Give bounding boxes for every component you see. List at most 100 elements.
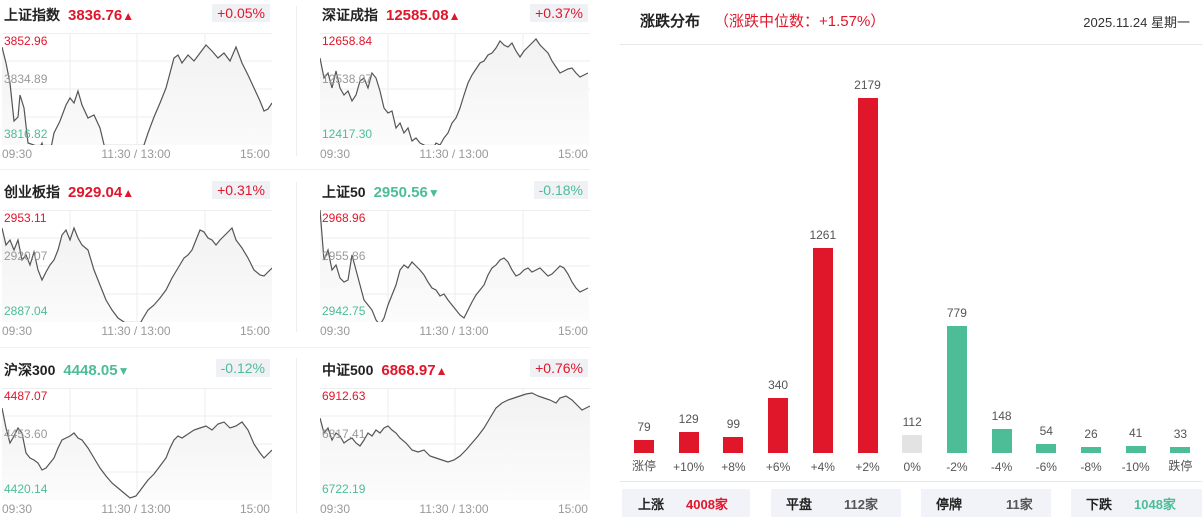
bar-category: -4%	[990, 460, 1013, 474]
index-card[interactable]: 创业板指 2929.04▲ +0.31% 2953.11 2920.07 288…	[0, 177, 272, 345]
bar-value: 33	[1173, 427, 1188, 441]
index-card[interactable]: 中证500 6868.97▲ +0.76% 6912.63 6817.41 67…	[318, 355, 590, 523]
bar-category: +10%	[673, 460, 705, 474]
arrow-down-icon: ▼	[427, 185, 440, 200]
y-low-label: 3816.82	[4, 127, 48, 141]
distribution-bar[interactable]: 41 -10%	[1114, 50, 1158, 478]
bar-rect	[634, 440, 654, 453]
index-card[interactable]: 上证指数 3836.76▲ +0.05% 3852.96 3834.89 381…	[0, 0, 272, 168]
time-axis: 09:30 11:30 / 13:00 15:00	[320, 502, 588, 516]
index-change-badge: -0.12%	[215, 359, 270, 377]
index-card[interactable]: 沪深300 4448.05▼ -0.12% 4487.07 4453.60 44…	[0, 355, 272, 523]
index-name: 创业板指	[4, 184, 60, 200]
bar-rect	[946, 326, 967, 453]
intraday-chart: 12658.84 12538.07 12417.30	[320, 33, 590, 145]
bar-rect	[1125, 446, 1146, 453]
distribution-bar[interactable]: 26 -8%	[1069, 50, 1113, 478]
bar-value: 148	[991, 409, 1012, 423]
index-change-badge: +0.05%	[212, 4, 270, 22]
bar-category: -8%	[1080, 460, 1102, 474]
bar-rect	[1036, 444, 1057, 453]
distribution-bar[interactable]: 79 涨停	[622, 50, 666, 478]
arrow-down-icon: ▼	[117, 363, 130, 378]
time-end: 15:00	[557, 502, 588, 516]
summary-up-label: 上涨	[638, 496, 665, 512]
index-header: 创业板指 2929.04▲ +0.31%	[4, 181, 272, 202]
y-high-label: 2968.96	[322, 211, 366, 225]
distribution-bar[interactable]: 99 +8%	[711, 50, 755, 478]
time-end: 15:00	[239, 502, 270, 516]
time-mid: 11:30 / 13:00	[101, 147, 171, 161]
distribution-bar[interactable]: 148 -4%	[980, 50, 1024, 478]
index-card[interactable]: 深证成指 12585.08▲ +0.37% 12658.84 12538.07 …	[318, 0, 590, 168]
bar-value: 779	[946, 306, 967, 320]
divider	[0, 169, 590, 170]
distribution-bar[interactable]: 33 跌停	[1158, 50, 1202, 478]
time-end: 15:00	[239, 324, 270, 338]
y-mid-label: 6817.41	[322, 427, 366, 441]
time-axis: 09:30 11:30 / 13:00 15:00	[320, 147, 588, 161]
index-value: 4448.05▼	[63, 361, 130, 379]
index-name: 中证500	[322, 362, 374, 378]
y-low-label: 4420.14	[4, 482, 48, 496]
distribution-bar[interactable]: 129 +10%	[667, 50, 711, 478]
index-name: 上证指数	[4, 7, 60, 23]
arrow-up-icon: ▲	[435, 363, 448, 378]
bar-value: 79	[637, 420, 651, 434]
time-axis: 09:30 11:30 / 13:00 15:00	[2, 324, 270, 338]
summary-halt-label: 停牌	[936, 496, 963, 512]
bar-rect	[768, 398, 789, 453]
time-start: 09:30	[320, 147, 351, 161]
time-start: 09:30	[2, 502, 33, 516]
index-value: 6868.97▲	[381, 361, 448, 379]
index-name: 上证50	[322, 184, 366, 200]
time-axis: 09:30 11:30 / 13:00 15:00	[2, 502, 270, 516]
bar-rect	[857, 98, 878, 453]
time-end: 15:00	[557, 147, 588, 161]
bar-category: +4%	[810, 460, 835, 474]
summary-flat: 平盘 112家	[771, 489, 901, 517]
index-change-badge: +0.76%	[530, 359, 588, 377]
index-value: 2950.56▼	[373, 183, 440, 201]
distribution-bar[interactable]: 54 -6%	[1024, 50, 1068, 478]
y-low-label: 2887.04	[4, 304, 48, 318]
distribution-bar[interactable]: 1261 +4%	[801, 50, 845, 478]
arrow-up-icon: ▲	[122, 185, 135, 200]
bar-rect	[1081, 447, 1101, 453]
index-card[interactable]: 上证50 2950.56▼ -0.18% 2968.96 2955.86 294…	[318, 177, 590, 345]
bar-value: 26	[1084, 427, 1098, 441]
y-high-label: 4487.07	[4, 389, 48, 403]
divider	[296, 182, 297, 332]
summary-flat-label: 平盘	[786, 496, 813, 512]
summary-halt-value: 11家	[1006, 496, 1033, 512]
time-start: 09:30	[320, 502, 351, 516]
divider	[296, 358, 297, 513]
bar-value: 1261	[809, 228, 837, 242]
bar-rect	[902, 435, 923, 453]
distribution-bar[interactable]: 340 +6%	[756, 50, 800, 478]
median-change: （涨跌中位数：+1.57%）	[714, 13, 886, 30]
y-low-label: 12417.30	[322, 127, 373, 141]
bar-category: -6%	[1035, 460, 1057, 474]
arrow-up-icon: ▲	[448, 8, 461, 23]
summary-up-value: 4008家	[686, 496, 728, 512]
distribution-bar[interactable]: 2179 +2%	[846, 50, 890, 478]
time-axis: 09:30 11:30 / 13:00 15:00	[320, 324, 588, 338]
bar-category: -10%	[1121, 460, 1150, 474]
y-low-label: 6722.19	[322, 482, 366, 496]
divider	[0, 347, 590, 348]
bar-value: 112	[902, 415, 922, 429]
distribution-bar[interactable]: 779 -2%	[935, 50, 979, 478]
index-name: 深证成指	[322, 7, 378, 23]
index-change-badge: -0.18%	[533, 181, 588, 199]
y-mid-label: 3834.89	[4, 72, 48, 86]
bar-value: 41	[1129, 426, 1143, 440]
y-mid-label: 2920.07	[4, 249, 48, 263]
trade-date: 2025.11.24 星期一	[1083, 15, 1190, 30]
intraday-chart: 6912.63 6817.41 6722.19	[320, 388, 590, 500]
distribution-chart: 79 涨停 129 +10% 99 +8% 340 +6% 1261 +4% 2…	[620, 50, 1202, 478]
bar-value: 99	[726, 417, 741, 431]
time-mid: 11:30 / 13:00	[419, 147, 489, 161]
distribution-bar[interactable]: 112 0%	[890, 50, 934, 478]
bar-category: -2%	[946, 460, 968, 474]
